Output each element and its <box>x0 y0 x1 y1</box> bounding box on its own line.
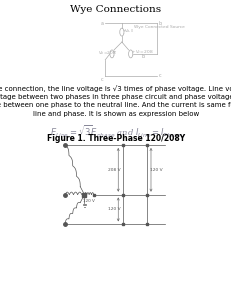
Text: -: - <box>131 53 133 57</box>
Text: 120 V: 120 V <box>83 199 95 203</box>
Text: Wye Connections: Wye Connections <box>70 5 161 14</box>
Text: -: - <box>113 53 114 57</box>
Text: In a Wye connection, the line voltage is √3 times of phase voltage. Line voltage: In a Wye connection, the line voltage is… <box>0 85 231 92</box>
Text: $E_{Line} = \sqrt{3}E_{phase}$ and $I_{Line} = I_{Phase}$: $E_{Line} = \sqrt{3}E_{phase}$ and $I_{L… <box>50 123 182 140</box>
Text: 208 V: 208 V <box>108 168 120 172</box>
Text: 120 V: 120 V <box>150 168 162 172</box>
Text: +: + <box>123 28 126 33</box>
Text: $V_{a,0}$: $V_{a,0}$ <box>125 27 135 35</box>
Text: $V_b$=208: $V_b$=208 <box>98 49 117 57</box>
Text: Figure 1. Three-Phase 120/208Y: Figure 1. Three-Phase 120/208Y <box>47 134 185 143</box>
Text: +: + <box>113 50 116 54</box>
Text: voltage between one phase to the neutral line. And the current is same for both: voltage between one phase to the neutral… <box>0 102 231 108</box>
Text: c: c <box>158 73 161 78</box>
Text: +: + <box>131 50 135 54</box>
Text: 120 V: 120 V <box>108 207 120 212</box>
Text: a: a <box>101 21 104 26</box>
Text: line and phase. It is shown as expression below: line and phase. It is shown as expressio… <box>33 111 199 117</box>
Text: Wye Connected Source: Wye Connected Source <box>134 25 185 29</box>
Text: -: - <box>123 32 124 36</box>
Text: b: b <box>141 54 144 59</box>
Text: c: c <box>101 77 104 82</box>
Text: $V_c$=208: $V_c$=208 <box>135 48 153 56</box>
Text: the voltage between two phases in three phase circuit and phase voltage is the: the voltage between two phases in three … <box>0 94 231 100</box>
Text: b: b <box>158 21 161 26</box>
